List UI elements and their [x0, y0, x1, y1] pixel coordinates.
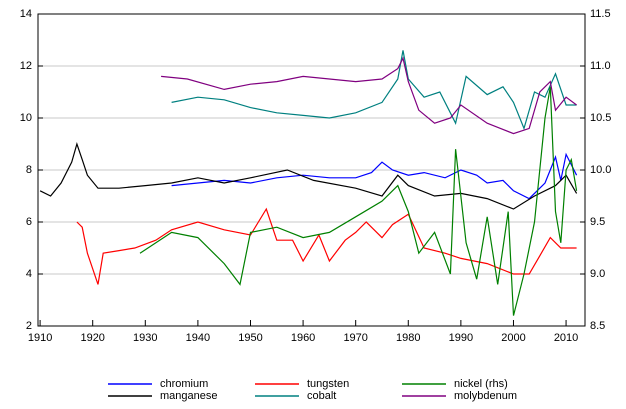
y-tick-label: 4 [26, 268, 32, 280]
y2-tick-label: 10.5 [590, 112, 611, 124]
series-line [39, 141, 578, 210]
x-tick-label: 1990 [449, 332, 473, 344]
series-line [171, 152, 578, 200]
series-line [76, 207, 577, 285]
legend-label: tungsten [307, 378, 349, 390]
y-tick-label: 14 [20, 8, 32, 20]
y-tick-label: 2 [26, 320, 32, 332]
y2-tick-label: 8.5 [590, 320, 605, 332]
y-tick-label: 12 [20, 60, 32, 72]
y-tick-label: 10 [20, 112, 32, 124]
legend-label: chromium [160, 378, 208, 390]
x-tick-label: 1920 [80, 332, 104, 344]
x-tick-label: 1930 [133, 332, 157, 344]
y2-tick-label: 9.0 [590, 268, 605, 280]
series-line [171, 50, 577, 131]
legend-label: manganese [160, 390, 218, 402]
y2-tick-label: 11.0 [590, 60, 611, 72]
series-line [139, 86, 578, 316]
y2-tick-label: 11.5 [590, 8, 611, 20]
legend-label: nickel (rhs) [454, 378, 508, 390]
legend-label: cobalt [307, 390, 336, 402]
series-line [161, 56, 577, 135]
x-tick-label: 1950 [238, 332, 262, 344]
x-tick-label: 1960 [291, 332, 315, 344]
y-tick-label: 8 [26, 164, 32, 176]
legend-label: molybdenum [454, 390, 517, 402]
x-tick-label: 1910 [28, 332, 52, 344]
x-tick-label: 1940 [186, 332, 210, 344]
x-tick-label: 1970 [343, 332, 367, 344]
y-tick-label: 6 [26, 216, 32, 228]
plot-frame [37, 13, 586, 327]
y2-tick-label: 9.5 [590, 216, 605, 228]
y2-tick-label: 10.0 [590, 164, 611, 176]
x-tick-label: 2010 [554, 332, 578, 344]
x-tick-label: 2000 [501, 332, 525, 344]
x-tick-label: 1980 [396, 332, 420, 344]
